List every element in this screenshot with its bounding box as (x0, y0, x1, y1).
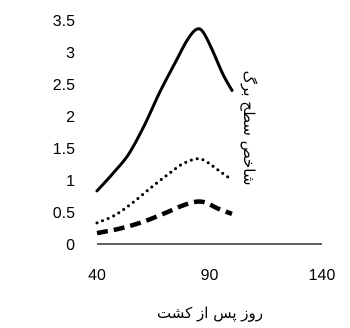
x-tick-label: 140 (309, 267, 336, 284)
x-tick-label: 40 (88, 267, 106, 284)
x-tick-labels: 40 90 140 (88, 267, 335, 284)
y-tick-labels: 0 0.5 1 1.5 2 2.5 3 3.5 (53, 13, 75, 254)
series-lines (95, 27, 234, 236)
series-line-dashed (96, 199, 233, 236)
y-tick-label: 1.5 (53, 141, 75, 158)
y-tick-label: 2 (66, 109, 75, 126)
y-tick-label: 3.5 (53, 13, 75, 30)
y-tick-label: 1 (66, 173, 75, 190)
x-tick-label: 90 (201, 267, 219, 284)
x-axis-label: روز پس از کشت (157, 304, 263, 323)
y-tick-label: 2.5 (53, 77, 75, 94)
series-line-solid (95, 27, 234, 193)
y-tick-label: 3 (66, 45, 75, 62)
y-tick-label: 0 (66, 237, 75, 254)
series-line-dotted (95, 157, 234, 225)
y-axis-label: شاخص سطح برگ (240, 71, 258, 186)
y-tick-label: 0.5 (53, 205, 75, 222)
